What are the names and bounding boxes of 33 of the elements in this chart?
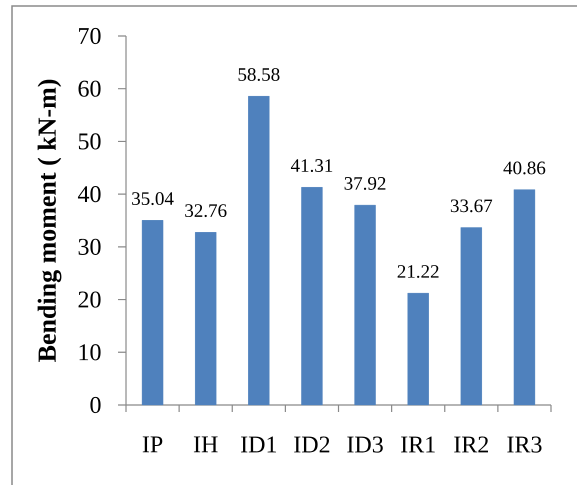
y-tick-label: 30 xyxy=(78,238,101,255)
bar xyxy=(301,187,323,406)
y-tick-label: 40 xyxy=(78,186,101,202)
bar xyxy=(354,204,376,406)
bar xyxy=(194,232,216,406)
x-tick-label: ID2 xyxy=(294,436,330,452)
data-label: 32.76 xyxy=(185,204,227,218)
y-tick-label: 60 xyxy=(78,80,101,97)
data-label: 35.04 xyxy=(132,192,174,206)
x-tick-label: IR1 xyxy=(401,436,435,452)
data-label: 41.31 xyxy=(290,159,332,172)
y-axis-title: Bending moment ( kN-m) xyxy=(38,80,62,362)
bar xyxy=(248,96,270,406)
y-tick-label: 10 xyxy=(80,344,101,360)
x-tick-label: IR2 xyxy=(454,436,488,452)
data-label: 58.58 xyxy=(238,68,280,81)
y-tick-label: 50 xyxy=(78,133,101,150)
data-label: 40.86 xyxy=(503,161,546,174)
data-label: 33.67 xyxy=(450,199,492,212)
y-tick-label: 70 xyxy=(79,28,101,44)
data-label: 21.22 xyxy=(398,265,439,278)
x-tick-label: IH xyxy=(194,436,218,452)
y-tick-label: 20 xyxy=(78,291,101,308)
x-tick-label: IR3 xyxy=(507,436,542,453)
x-tick-label: ID1 xyxy=(241,436,276,452)
data-label: 37.92 xyxy=(344,177,386,190)
bar xyxy=(460,227,482,406)
bar xyxy=(407,292,429,406)
y-tick-label: 0 xyxy=(90,396,101,414)
bar xyxy=(142,220,164,406)
x-tick-label: ID3 xyxy=(347,436,383,453)
bar xyxy=(514,189,536,406)
x-tick-label: IP xyxy=(142,436,162,452)
